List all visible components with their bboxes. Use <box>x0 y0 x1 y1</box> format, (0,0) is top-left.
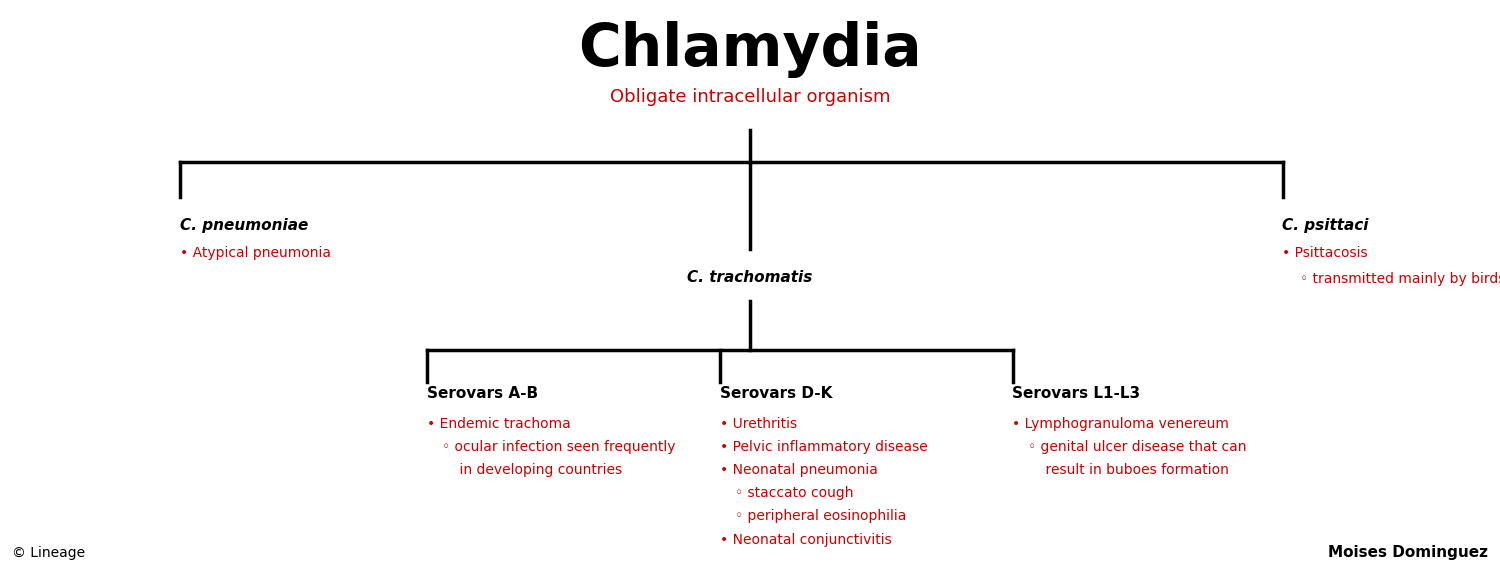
Text: • Psittacosis: • Psittacosis <box>1282 245 1368 259</box>
Text: C. psittaci: C. psittaci <box>1282 218 1370 233</box>
Text: • Atypical pneumonia: • Atypical pneumonia <box>180 245 332 259</box>
Text: C. trachomatis: C. trachomatis <box>687 270 813 285</box>
Text: Serovars D-K: Serovars D-K <box>720 386 833 401</box>
Text: • Endemic trachoma: • Endemic trachoma <box>427 417 572 431</box>
Text: Serovars L1-L3: Serovars L1-L3 <box>1013 386 1140 401</box>
Text: • Neonatal pneumonia: • Neonatal pneumonia <box>720 463 878 477</box>
Text: • Pelvic inflammatory disease: • Pelvic inflammatory disease <box>720 440 927 454</box>
Text: Serovars A-B: Serovars A-B <box>427 386 538 401</box>
Text: ◦ ocular infection seen frequently: ◦ ocular infection seen frequently <box>442 440 676 454</box>
Text: • Urethritis: • Urethritis <box>720 417 797 431</box>
Text: Chlamydia: Chlamydia <box>578 21 922 78</box>
Text: ◦ transmitted mainly by birds: ◦ transmitted mainly by birds <box>1300 272 1500 286</box>
Text: in developing countries: in developing countries <box>442 463 622 477</box>
Text: C. pneumoniae: C. pneumoniae <box>180 218 309 233</box>
Text: Obligate intracellular organism: Obligate intracellular organism <box>609 88 891 107</box>
Text: • Lymphogranuloma venereum: • Lymphogranuloma venereum <box>1013 417 1230 431</box>
Text: • Neonatal conjunctivitis: • Neonatal conjunctivitis <box>720 533 891 547</box>
Text: ◦ peripheral eosinophilia: ◦ peripheral eosinophilia <box>735 510 906 523</box>
Text: ◦ genital ulcer disease that can: ◦ genital ulcer disease that can <box>1028 440 1246 454</box>
Text: © Lineage: © Lineage <box>12 546 86 560</box>
Text: Moises Dominguez: Moises Dominguez <box>1328 545 1488 560</box>
Text: ◦ staccato cough: ◦ staccato cough <box>735 486 854 500</box>
Text: result in buboes formation: result in buboes formation <box>1028 463 1228 477</box>
